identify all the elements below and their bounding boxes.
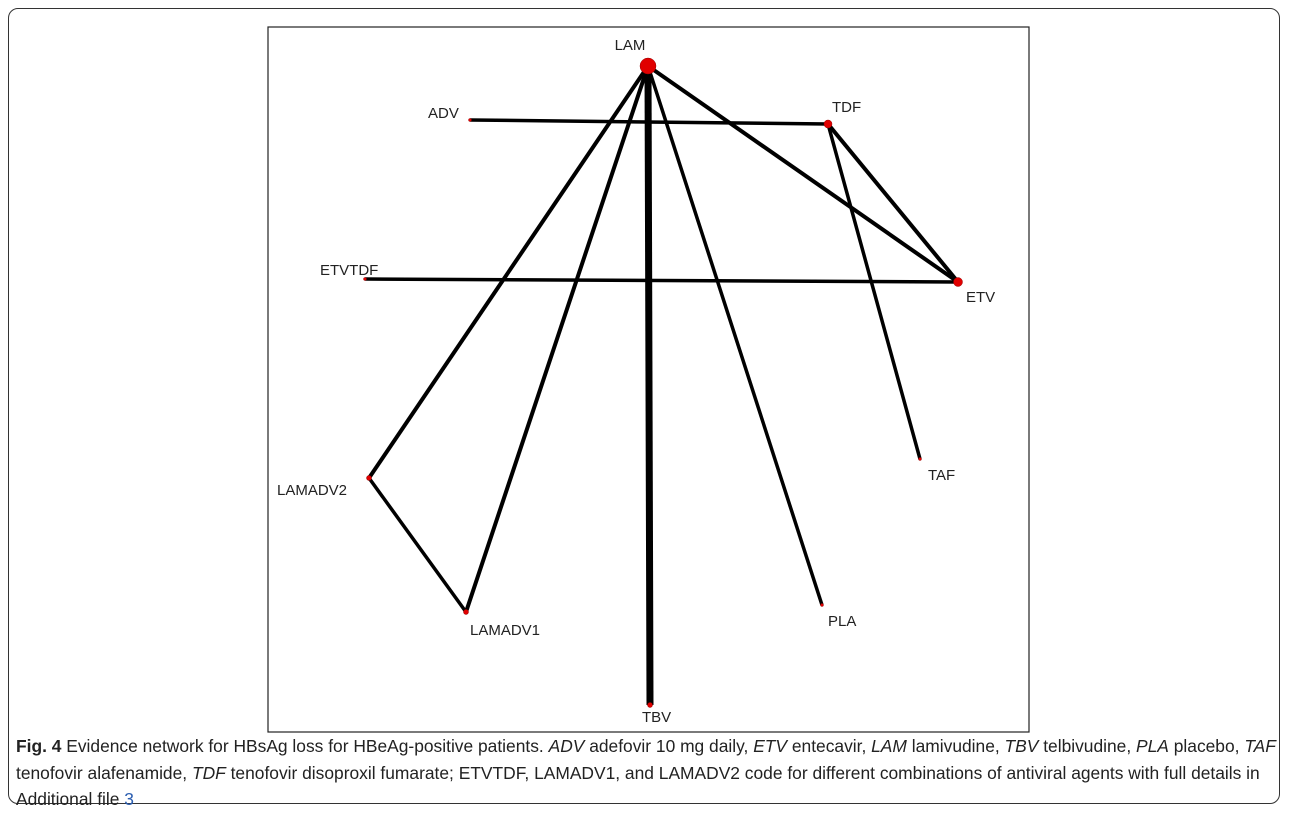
node-label: PLA <box>828 613 856 630</box>
edge <box>826 123 922 460</box>
node-label: LAM <box>615 37 646 54</box>
node <box>468 118 472 122</box>
caption-normal: Evidence network for HBsAg loss for HBeA… <box>61 736 549 756</box>
edge <box>644 65 654 706</box>
edges <box>364 64 960 706</box>
edge <box>646 65 824 606</box>
node <box>463 609 469 615</box>
node <box>363 277 367 281</box>
node <box>647 702 653 708</box>
edge <box>367 476 468 614</box>
caption-italic: TBV <box>1004 736 1039 756</box>
caption-normal: entecavir, <box>787 736 872 756</box>
edge <box>464 65 650 613</box>
node <box>639 57 657 75</box>
caption-bold: Fig. 4 <box>16 736 62 756</box>
caption-italic: TAF <box>1244 736 1276 756</box>
caption-italic: PLA <box>1136 736 1169 756</box>
caption-normal: adefovir 10 mg daily, <box>584 736 754 756</box>
caption-normal: tenofovir alafenamide, <box>16 762 192 783</box>
network-diagram: LAM ADV TDF ETVTDF ETV TAF LAMADV2 LAMADV1 PLA TB… <box>267 26 1030 733</box>
figure-frame <box>8 8 1280 804</box>
node <box>366 475 372 481</box>
caption-normal: lamivudine, <box>906 736 1005 756</box>
node-label: TAF <box>928 467 955 484</box>
caption-italic: TDF <box>191 762 226 783</box>
caption-link[interactable]: 3 <box>124 789 134 809</box>
node-label: ETVTDF <box>320 262 378 279</box>
node <box>823 119 833 129</box>
plot-box <box>267 26 1030 733</box>
node-label: LAMADV1 <box>470 622 540 639</box>
edge <box>367 64 650 480</box>
node-label: ETV <box>966 289 995 306</box>
node-label: ADV <box>428 105 459 122</box>
node <box>953 277 963 287</box>
caption-normal: telbivudine, <box>1038 736 1137 756</box>
edge <box>646 64 960 284</box>
figure-caption: Fig. 4 Evidence network for HBsAg loss f… <box>16 733 1278 813</box>
node <box>918 457 922 461</box>
caption-normal: placebo, <box>1168 736 1245 756</box>
caption-italic: LAM <box>871 736 907 756</box>
node-label: LAMADV2 <box>277 482 347 499</box>
node-label: TBV <box>642 709 671 726</box>
caption-italic: ETV <box>753 736 788 756</box>
node <box>820 603 824 607</box>
caption-italic: ADV <box>548 736 585 756</box>
edge <box>826 122 960 284</box>
node-label: TDF <box>832 99 861 116</box>
edge <box>364 277 959 284</box>
caption-normal: tenofovir disoproxil fumarate; ETVTDF, L… <box>16 762 1260 810</box>
nodes: LAM ADV TDF ETVTDF ETV TAF LAMADV2 LAMADV1 PLA TB… <box>277 37 995 726</box>
